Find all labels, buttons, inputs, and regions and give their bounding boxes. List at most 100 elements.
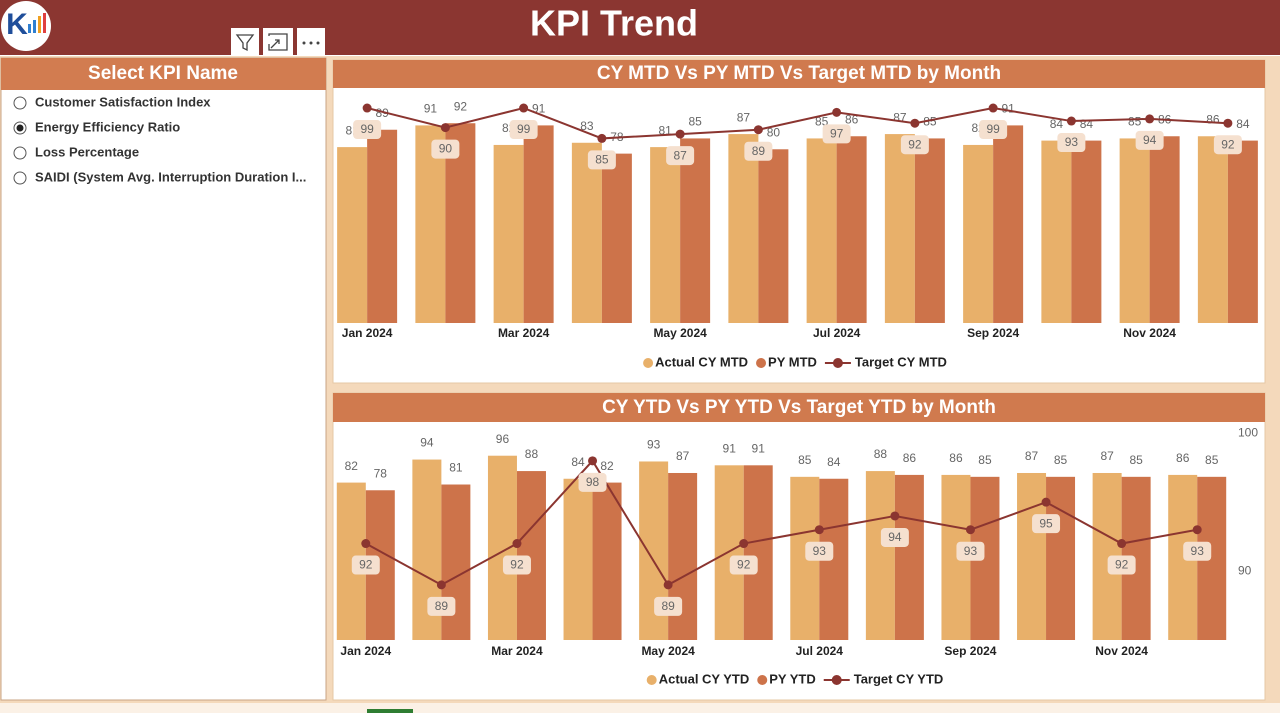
target-value-label: 93 (1065, 135, 1079, 149)
bar (1197, 136, 1228, 323)
target-value-label: 94 (1143, 133, 1157, 147)
target-label-box (1213, 135, 1242, 155)
target-line (366, 106, 1228, 140)
target-line (365, 459, 1198, 587)
legend-label: PY MTD (768, 354, 817, 369)
radio-button (13, 96, 27, 110)
target-label-box (1107, 555, 1136, 575)
slicer-panel (0, 57, 327, 701)
target-value-label: 94 (888, 530, 902, 544)
filter-button[interactable] (231, 28, 259, 56)
bar (758, 149, 789, 323)
x-tick-label: May 2024 (641, 644, 695, 658)
slicer-option[interactable]: Loss Percentage (13, 144, 139, 160)
bar-value-label: 93 (647, 438, 661, 452)
x-tick-label: Mar 2024 (491, 644, 543, 658)
bar-value-label: 87 (737, 110, 751, 124)
more-options-icon (302, 41, 320, 45)
target-value-label: 99 (360, 122, 374, 136)
bar-value-label: 85 (798, 453, 812, 467)
target-point (890, 511, 900, 521)
bar-value-label: 81 (449, 461, 463, 475)
x-tick-label: Jan 2024 (342, 326, 393, 340)
visual-toolbar (231, 28, 325, 56)
target-point (1041, 497, 1051, 507)
target-value-label: 92 (359, 558, 373, 572)
bar-value-label: 84 (571, 455, 585, 469)
target-label-box (880, 527, 909, 547)
bar (1227, 140, 1258, 323)
focus-button[interactable] (263, 28, 293, 56)
bar-value-label: 82 (345, 459, 359, 473)
slicer-option-label: SAIDI (System Avg. Interruption Duration… (35, 169, 306, 184)
target-point (832, 107, 842, 117)
target-value-label: 90 (439, 142, 453, 156)
target-label-box (729, 555, 758, 575)
x-tick-label: Jul 2024 (796, 644, 844, 658)
slicer-option-label: Loss Percentage (35, 144, 139, 159)
bar-value-label: 84 (1050, 117, 1064, 131)
bar (993, 125, 1024, 324)
bar-value-label: 91 (424, 102, 438, 116)
bar (601, 153, 632, 323)
bar (337, 147, 368, 323)
target-label-box (979, 120, 1008, 140)
target-point (739, 539, 749, 549)
target-label-box (654, 596, 683, 616)
target-label-box (1183, 541, 1212, 561)
target-value-label: 92 (737, 558, 751, 572)
bar (963, 144, 994, 323)
target-label-box (822, 124, 851, 144)
target-point (436, 580, 446, 590)
target-value-label: 92 (1115, 558, 1129, 572)
chart-title: CY MTD Vs PY MTD Vs Target MTD by Month (597, 63, 1001, 84)
bar-value-label: 91 (752, 441, 766, 455)
radio-button (13, 146, 27, 160)
slicer-option-label: Customer Satisfaction Index (35, 94, 211, 109)
bar (884, 134, 915, 323)
active-tab (367, 709, 413, 713)
target-label-box (666, 146, 695, 166)
target-value-label: 93 (813, 544, 827, 558)
bar-value-label: 85 (978, 453, 992, 467)
slicer-option[interactable]: SAIDI (System Avg. Interruption Duration… (13, 169, 306, 185)
bar (1149, 136, 1180, 323)
legend-item: PY MTD (756, 354, 817, 369)
target-label-box (351, 555, 380, 575)
target-value-label: 93 (1191, 544, 1205, 558)
x-tick-label: Mar 2024 (498, 326, 550, 340)
target-point (1117, 539, 1127, 549)
bar-value-label: 84 (1080, 117, 1094, 131)
target-value-label: 89 (661, 599, 675, 613)
filter-icon (235, 34, 255, 52)
slicer-options: Customer Satisfaction Index Energy Effici… (13, 94, 306, 185)
bar-value-label: 94 (420, 436, 434, 450)
target-value-label: 92 (908, 137, 922, 151)
bar-value-label: 88 (525, 447, 539, 461)
target-point (814, 525, 824, 535)
legend-marker (832, 358, 843, 368)
target-label-box (1057, 133, 1086, 153)
target-point (362, 103, 372, 113)
slicer-option[interactable]: Customer Satisfaction Index (13, 94, 211, 110)
target-point (965, 525, 975, 535)
bar (680, 138, 711, 323)
target-label-box (431, 139, 460, 159)
bar-value-label: 80 (767, 125, 781, 139)
target-point (675, 129, 685, 139)
bar-value-label: 85 (923, 115, 937, 129)
target-value-label: 99 (517, 122, 531, 136)
slicer-option[interactable]: Energy Efficiency Ratio (13, 119, 180, 135)
bar-value-label: 89 (375, 106, 389, 120)
target-label-box (427, 596, 456, 616)
radio-selected-dot (16, 124, 24, 132)
target-value-label: 98 (586, 475, 600, 489)
logo: K (1, 1, 51, 51)
tab-strip (0, 703, 1280, 713)
bar-value-label: 87 (676, 449, 690, 463)
bar (894, 474, 924, 640)
target-point (663, 580, 673, 590)
target-value-label: 97 (830, 127, 844, 141)
